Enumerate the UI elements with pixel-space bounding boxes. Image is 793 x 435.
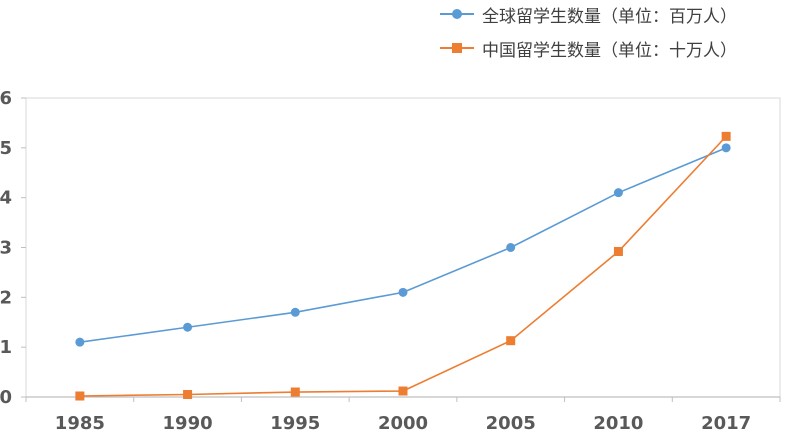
x-tick-label: 2017 bbox=[701, 413, 751, 434]
y-tick-label: 4 bbox=[0, 188, 12, 209]
y-tick-label: 0 bbox=[0, 387, 12, 408]
data-point-square bbox=[398, 386, 408, 396]
tick-labels: 0 1 2 3 4 5 6 1985 1990 1995 2000 2005 2010 2017 bbox=[0, 88, 751, 434]
y-tick-label: 6 bbox=[0, 88, 12, 109]
legend-item-series-2: 中国留学生数量（单位：十万人） bbox=[440, 36, 737, 61]
legend-swatch-series-1 bbox=[440, 7, 474, 21]
y-tick-label: 2 bbox=[0, 287, 12, 308]
legend-item-series-1: 全球留学生数量（单位：百万人） bbox=[440, 2, 737, 27]
data-point-circle bbox=[290, 307, 300, 317]
data-point-square bbox=[613, 246, 623, 256]
x-tick-label: 2010 bbox=[593, 413, 643, 434]
data-point-square bbox=[721, 131, 731, 141]
y-tick-label: 5 bbox=[0, 138, 12, 159]
series-line-2 bbox=[79, 135, 727, 397]
x-tick-label: 1995 bbox=[270, 413, 320, 434]
data-point-square bbox=[290, 387, 300, 397]
x-tick-label: 1985 bbox=[55, 413, 105, 434]
data-point-circle bbox=[398, 287, 408, 297]
legend-swatch-series-2 bbox=[440, 41, 474, 55]
x-tick-label: 2005 bbox=[486, 413, 536, 434]
data-point-circle bbox=[613, 188, 623, 198]
axes bbox=[21, 97, 781, 402]
data-point-square bbox=[75, 391, 85, 401]
legend-label-series-2: 中国留学生数量（单位：十万人） bbox=[482, 40, 737, 61]
series-line-1 bbox=[79, 147, 727, 343]
data-point-circle bbox=[75, 337, 85, 347]
data-point-square bbox=[183, 390, 193, 400]
data-point-circle bbox=[506, 243, 516, 252]
legend-label-series-1: 全球留学生数量（单位：百万人） bbox=[482, 6, 737, 27]
series-1 bbox=[75, 143, 731, 347]
data-point-square bbox=[506, 336, 516, 346]
series-layer bbox=[75, 131, 731, 401]
data-point-circle bbox=[183, 322, 193, 332]
plot-area-border bbox=[25, 97, 781, 398]
y-tick-label: 3 bbox=[0, 238, 12, 259]
x-tick-label: 1990 bbox=[163, 413, 213, 434]
data-point-circle bbox=[721, 143, 731, 153]
series-2 bbox=[75, 131, 731, 401]
y-tick-label: 1 bbox=[0, 337, 12, 358]
x-tick-label: 2000 bbox=[378, 413, 428, 434]
